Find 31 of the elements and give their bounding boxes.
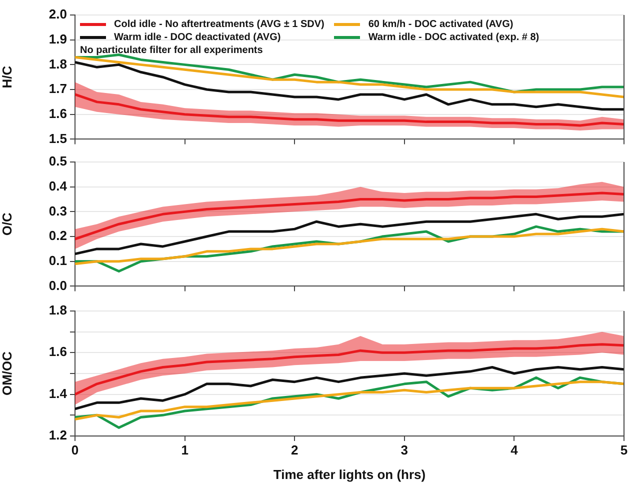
- legend-label: Warm idle - DOC activated (exp. # 8): [368, 31, 540, 44]
- x-tick-label: 4: [510, 442, 519, 458]
- y-tick-label: 0.4: [48, 178, 68, 194]
- y-tick-label: 1.8: [48, 302, 67, 318]
- x-tick-label: 0: [71, 442, 79, 458]
- y-tick-label: 0.5: [48, 154, 67, 169]
- x-tick-label: 2: [290, 442, 298, 458]
- y-tick-label: 2.0: [48, 6, 67, 22]
- y-tick-label: 1.7: [48, 81, 67, 96]
- y-axis-title: OM/OC: [0, 350, 14, 396]
- y-axis-title: H/C: [0, 65, 14, 88]
- x-axis-title: Time after lights on (hrs): [273, 466, 426, 482]
- y-tick-label: 1.8: [48, 56, 67, 72]
- y-tick-label: 0.0: [48, 278, 67, 293]
- y-tick-label: 0.2: [48, 228, 67, 244]
- y-tick-label: 1.4: [48, 386, 68, 401]
- x-tick-label: 5: [620, 442, 628, 458]
- y-tick-label: 0.1: [48, 252, 67, 268]
- legend-label: Cold idle - No aftertreatments (AVG ± 1 SDV): [114, 18, 324, 31]
- x-tick-label: 3: [400, 442, 408, 458]
- annotation: No particulate filter for all experiments: [80, 44, 264, 57]
- x-tick-label: 1: [181, 442, 188, 458]
- y-tick-label: 0.3: [48, 203, 67, 218]
- y-tick-label: 1.9: [48, 31, 67, 46]
- y-tick-label: 1.2: [48, 428, 67, 443]
- y-tick-label: 1.6: [48, 106, 67, 121]
- legend-label: 60 km/h - DOC activated (AVG): [368, 18, 514, 31]
- y-tick-label: 1.6: [48, 344, 67, 360]
- y-tick-label: 1.5: [48, 130, 67, 146]
- y-axis-title: O/C: [0, 212, 14, 236]
- legend-label: Warm idle - DOC deactivated (AVG): [114, 31, 281, 44]
